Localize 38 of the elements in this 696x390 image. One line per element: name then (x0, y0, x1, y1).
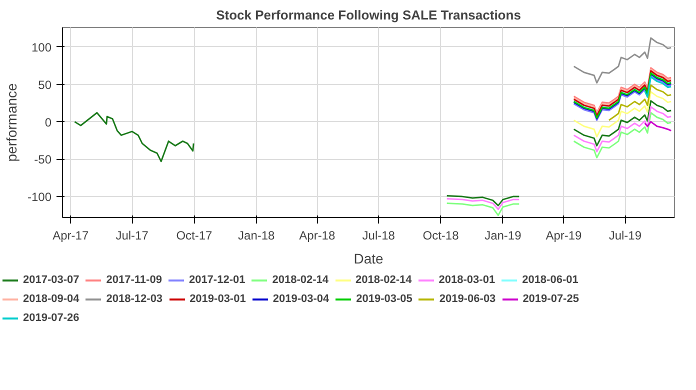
x-tick-label: Jul-18 (362, 228, 396, 242)
x-tick-label: Apr-17 (52, 228, 89, 242)
y-tick-label: 100 (31, 40, 52, 54)
y-tick-label: 50 (38, 78, 52, 92)
y-tick-label: -100 (27, 190, 52, 204)
x-tick-label: Jan-19 (484, 228, 522, 242)
y-tick-label: 0 (44, 115, 52, 130)
legend-label: 2018-12-03 (106, 292, 163, 305)
legend-label: 2017-12-01 (188, 273, 246, 286)
legend-label: 2018-09-04 (23, 292, 80, 305)
legend-label: 2019-03-05 (356, 292, 412, 305)
line-series (644, 76, 672, 98)
line-series (573, 91, 672, 138)
x-tick-label: Apr-18 (299, 228, 336, 242)
line-series (573, 37, 672, 84)
legend-label: 2019-07-25 (522, 292, 579, 305)
legend-label: 2019-03-01 (190, 292, 246, 305)
legend-label: 2017-11-09 (106, 273, 162, 286)
legend-label: 2017-03-07 (23, 273, 80, 286)
legend-label: 2019-06-03 (439, 292, 496, 305)
legend-label: 2018-03-01 (438, 273, 496, 286)
x-tick-label: Oct-18 (422, 228, 460, 242)
legend-label: 2018-02-14 (272, 273, 329, 286)
legend-label: 2019-07-26 (23, 311, 80, 324)
x-axis-title: Date (354, 250, 384, 266)
x-tick-label: Apr-19 (546, 228, 582, 242)
x-tick-label: Jul-19 (608, 228, 642, 242)
y-axis-title: performance (3, 82, 20, 162)
legend-label: 2019-03-04 (272, 292, 330, 305)
legend-label: 2018-02-14 (356, 273, 412, 286)
x-tick-label: Oct-17 (176, 228, 213, 242)
x-tick-label: Jul-17 (116, 228, 149, 242)
x-tick-label: Jan-18 (238, 228, 276, 242)
chart-title: Stock Performance Following SALE Transactions (216, 8, 521, 22)
line-series (644, 121, 672, 132)
legend-label: 2018-06-01 (522, 273, 578, 286)
line-series (608, 84, 672, 122)
y-tick-label: -50 (34, 152, 52, 167)
